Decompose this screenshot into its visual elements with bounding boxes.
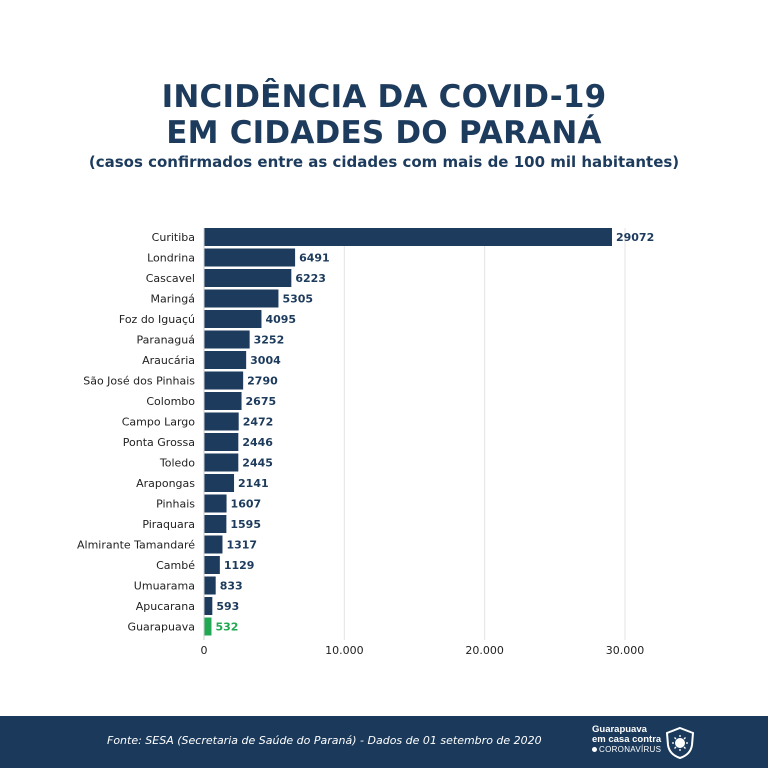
shield-icon <box>665 726 695 760</box>
category-label: Almirante Tamandaré <box>77 539 195 552</box>
x-tick-label: 0 <box>201 644 208 657</box>
brand-line1: Guarapuava <box>592 724 647 735</box>
data-label: 6491 <box>299 252 330 265</box>
brand-line2: em casa contra <box>592 734 662 745</box>
footer-bar: Fonte: SESA (Secretaria de Saúde do Para… <box>0 716 768 768</box>
category-label: Curitiba <box>152 231 195 244</box>
category-label: Guarapuava <box>128 621 195 634</box>
bar <box>204 351 247 369</box>
bar <box>204 269 292 287</box>
brand-line3: CORONAVÍRUS <box>599 745 662 754</box>
chart-subtitle: (casos confirmados entre as cidades com … <box>88 153 680 171</box>
bar <box>204 617 212 636</box>
data-label: 2675 <box>246 395 277 408</box>
bar <box>204 515 227 533</box>
chart-title-line1: INCIDÊNCIA DA COVID-19 <box>161 79 607 115</box>
data-label: 833 <box>220 580 243 593</box>
category-label: Colombo <box>146 395 195 408</box>
bar <box>204 556 220 574</box>
data-label: 29072 <box>616 231 654 244</box>
bar <box>204 310 262 328</box>
category-label: Araucária <box>142 354 195 367</box>
category-label: São José dos Pinhais <box>83 375 195 388</box>
bar <box>204 330 250 349</box>
category-label: Pinhais <box>156 498 195 511</box>
bar <box>204 412 239 431</box>
category-label: Cascavel <box>146 272 195 285</box>
data-label: 2446 <box>242 436 273 449</box>
campaign-logo-text: Guarapuava em casa contra CORONAVÍRUS <box>592 725 692 755</box>
x-tick-label: 30.000 <box>606 644 645 657</box>
x-tick-label: 10.000 <box>325 644 364 657</box>
data-label: 4095 <box>265 313 296 326</box>
data-label: 1129 <box>224 559 255 572</box>
data-label: 5305 <box>282 293 313 306</box>
data-label: 2141 <box>238 477 269 490</box>
data-label: 593 <box>216 600 239 613</box>
category-label: Campo Largo <box>122 416 196 429</box>
category-label: Paranaguá <box>136 334 195 347</box>
bar <box>204 248 296 267</box>
source-note: Fonte: SESA (Secretaria de Saúde do Para… <box>107 734 542 747</box>
data-label: 2790 <box>247 375 278 388</box>
bar <box>204 289 279 308</box>
category-label: Foz do Iguaçú <box>119 313 195 326</box>
data-label: 2472 <box>243 416 274 429</box>
bar <box>204 433 239 451</box>
data-label: 1317 <box>226 539 257 552</box>
dot-icon <box>592 747 597 753</box>
category-label: Arapongas <box>136 477 195 490</box>
category-label: Londrina <box>147 252 195 265</box>
category-label: Piraquara <box>142 518 195 531</box>
x-tick-label: 20.000 <box>465 644 504 657</box>
bar <box>204 371 244 390</box>
bar <box>204 228 612 246</box>
bar <box>204 474 235 492</box>
bar <box>204 597 213 615</box>
bar <box>204 392 242 410</box>
data-label: 1607 <box>231 498 262 511</box>
category-label: Maringá <box>150 293 195 306</box>
bar <box>204 453 239 472</box>
data-label: 2445 <box>242 457 273 470</box>
category-label: Ponta Grossa <box>123 436 195 449</box>
data-label: 3252 <box>254 334 285 347</box>
category-label: Toledo <box>159 457 195 470</box>
category-label: Umuarama <box>134 580 195 593</box>
data-label: 6223 <box>295 272 326 285</box>
bar <box>204 494 227 513</box>
bar <box>204 576 216 595</box>
bar-chart: Curitiba 29072 Londrina 6491 Cascavel 6223 Mar… <box>77 228 654 657</box>
bar <box>204 535 223 554</box>
data-label: 1595 <box>230 518 261 531</box>
data-label: 532 <box>215 621 238 634</box>
chart-title-line2: EM CIDADES DO PARANÁ <box>166 115 602 151</box>
category-label: Cambé <box>156 559 195 572</box>
category-label: Apucarana <box>136 600 195 613</box>
data-label: 3004 <box>250 354 281 367</box>
